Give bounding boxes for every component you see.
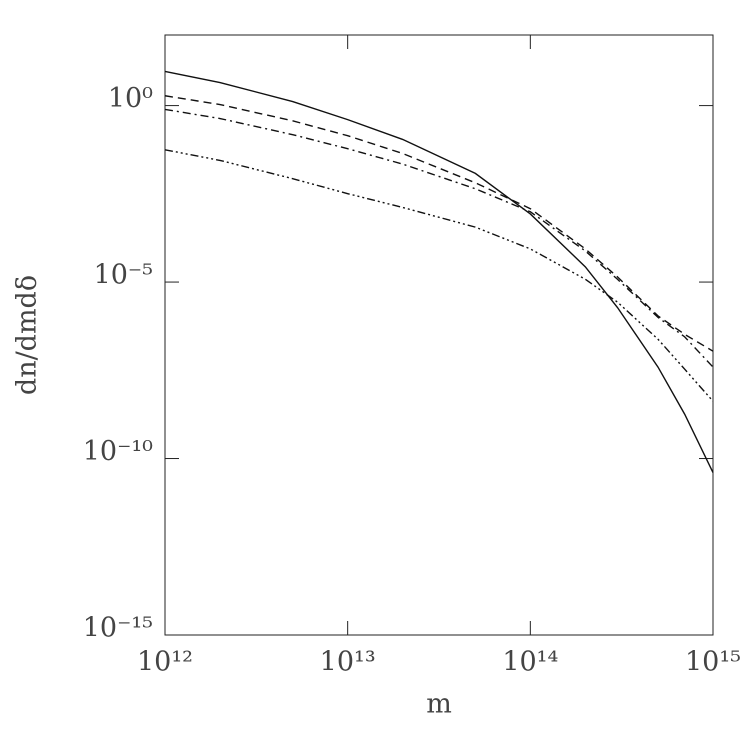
x-axis-label: m: [426, 689, 452, 720]
x-tick-label: 10¹²: [137, 647, 193, 678]
data-line: [164, 95, 714, 352]
x-tick-label: 10¹³: [320, 647, 376, 678]
plot-frame: [164, 34, 714, 636]
data-line: [164, 70, 714, 473]
data-line: [164, 108, 714, 368]
data-line: [164, 149, 714, 402]
y-axis-label: dn/dmdδ: [12, 275, 43, 395]
y-tick-label: 10⁰: [108, 83, 153, 114]
x-tick-label: 10¹⁵: [685, 647, 741, 678]
y-tick-label: 10⁻¹⁰: [83, 436, 153, 467]
x-tick-label: 10¹⁴: [502, 647, 558, 678]
y-tick-label: 10⁻¹⁵: [83, 613, 153, 644]
y-tick-label: 10⁻⁵: [94, 260, 153, 291]
